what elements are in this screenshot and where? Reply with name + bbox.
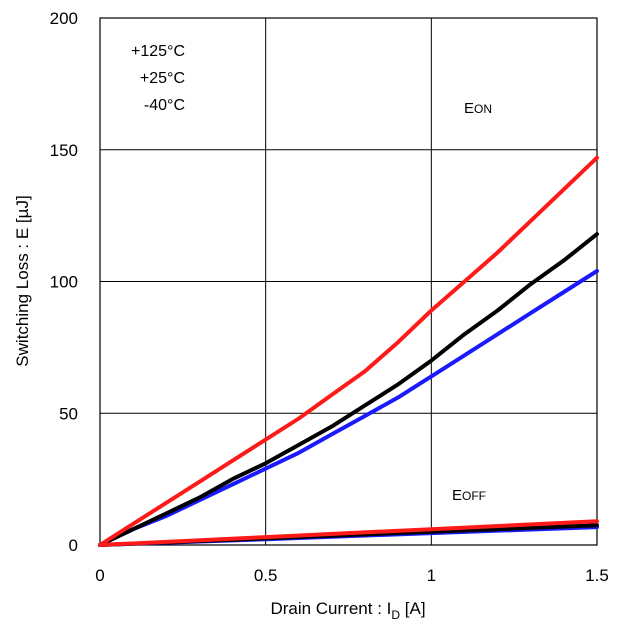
y-tick-labels: 0 50 100 150 200	[50, 9, 78, 555]
legend-entry-25c: +25°C	[140, 70, 185, 87]
plot-frame	[99, 17, 598, 546]
y-tick-label: 200	[50, 9, 78, 28]
series-line-eon-25-c	[98, 232, 599, 547]
series-line-eon-125-c	[98, 155, 599, 547]
series-layer	[98, 155, 599, 547]
legend-entry-minus40c: -40°C	[144, 97, 185, 114]
eon-annotation: EON	[464, 100, 492, 117]
x-tick-label: 1	[427, 566, 436, 585]
y-tick-label: 100	[50, 273, 78, 292]
eoff-annotation: EOFF	[452, 487, 486, 504]
series-line-eoff-125-c	[98, 519, 599, 547]
x-tick-label: 0.5	[254, 566, 278, 585]
y-tick-label: 150	[50, 141, 78, 160]
series-line-eon-40-c	[98, 269, 599, 547]
x-tick-label: 1.5	[585, 566, 609, 585]
x-tick-label: 0	[95, 566, 104, 585]
y-tick-label: 50	[59, 404, 78, 423]
x-axis-title: Drain Current : ID [A]	[270, 599, 425, 622]
x-tick-labels: 0 0.5 1 1.5	[95, 566, 609, 585]
legend-entry-125c: +125°C	[131, 43, 185, 60]
grid-lines	[100, 18, 597, 545]
y-axis-title: Switching Loss : E [µJ]	[13, 195, 32, 366]
y-tick-label: 0	[69, 536, 78, 555]
